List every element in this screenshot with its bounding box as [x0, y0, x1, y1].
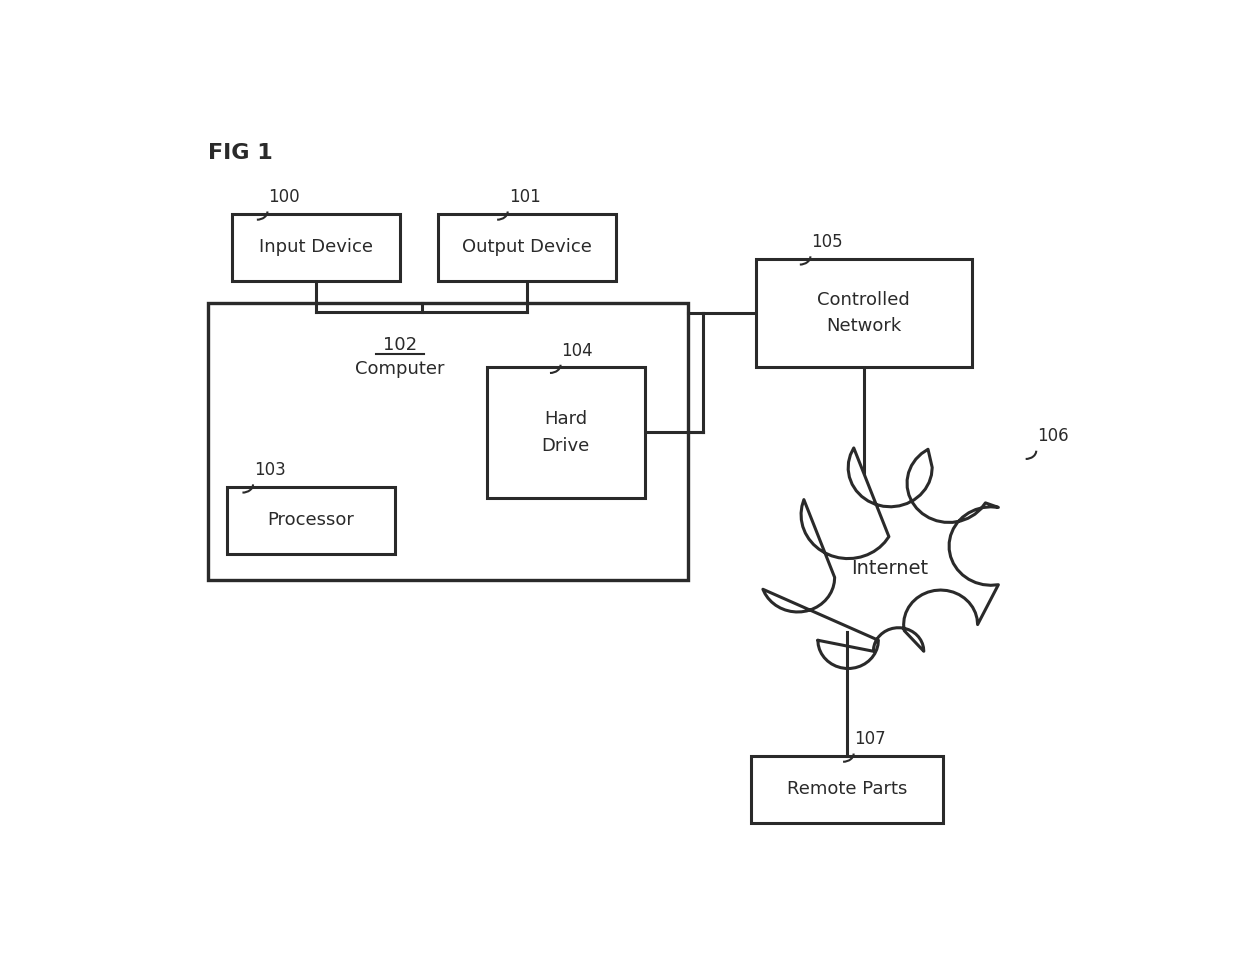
- Text: Computer: Computer: [356, 360, 445, 379]
- Text: 107: 107: [854, 730, 887, 749]
- Text: 106: 106: [1037, 427, 1069, 446]
- Bar: [439, 214, 616, 281]
- Bar: [208, 303, 688, 580]
- Text: 102: 102: [383, 336, 417, 353]
- Text: Input Device: Input Device: [259, 238, 373, 256]
- Text: Internet: Internet: [852, 559, 929, 579]
- Polygon shape: [763, 448, 998, 668]
- Bar: [486, 367, 645, 498]
- Text: Output Device: Output Device: [463, 238, 593, 256]
- Text: 105: 105: [811, 233, 843, 251]
- Text: Processor: Processor: [268, 512, 355, 529]
- Bar: [227, 486, 396, 553]
- Bar: [751, 755, 944, 823]
- Text: 104: 104: [562, 342, 593, 359]
- Text: 101: 101: [508, 188, 541, 206]
- Bar: [232, 214, 401, 281]
- Text: FIG 1: FIG 1: [208, 143, 273, 163]
- Bar: [755, 258, 972, 367]
- Text: 103: 103: [254, 461, 285, 479]
- Text: Hard
Drive: Hard Drive: [542, 410, 590, 454]
- Text: 100: 100: [268, 188, 300, 206]
- Text: Remote Parts: Remote Parts: [786, 781, 908, 798]
- Text: Controlled
Network: Controlled Network: [817, 290, 910, 335]
